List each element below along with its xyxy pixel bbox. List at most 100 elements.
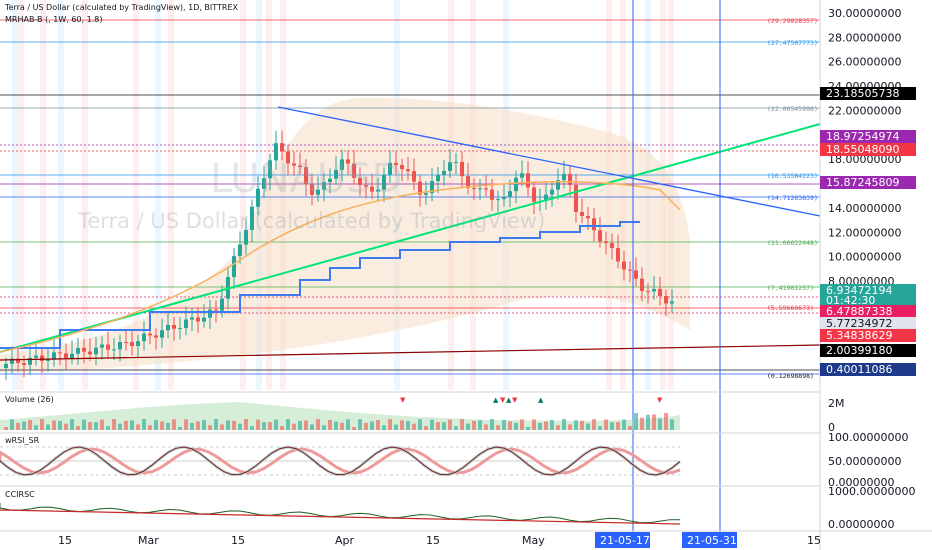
volume-bar: [370, 421, 374, 430]
candle-body: [106, 344, 110, 350]
candle-body: [214, 309, 218, 311]
rsi-pane-title: wRSI_SR: [5, 436, 40, 445]
time-badge-2[interactable]: 21-05-31: [687, 534, 737, 547]
rsi-pane: [0, 445, 681, 477]
candle-body: [466, 176, 470, 189]
time-label-apr-15: 15: [426, 534, 440, 547]
volume-bar: [538, 422, 542, 430]
price-badge: 2.00399180: [826, 344, 892, 357]
volume-bar: [94, 422, 98, 430]
level-label: (14.71263639): [767, 194, 818, 202]
volume-bar: [184, 419, 188, 430]
candle-body: [514, 177, 518, 192]
candle-body: [376, 189, 380, 192]
volume-bar: [514, 422, 518, 430]
candle-body: [436, 174, 440, 182]
volume-bar: [634, 413, 638, 430]
price-badge-bg: [820, 176, 916, 189]
level-lines: [0, 19, 820, 375]
volume-bar: [334, 421, 338, 430]
candle-body: [292, 163, 296, 166]
price-tick: 14.00000000: [828, 202, 901, 215]
volume-bar: [454, 426, 458, 430]
candle-body: [358, 177, 362, 185]
time-axis: 15 Mar 15 Apr 15 May 15 21-05-17 21-05-3…: [58, 532, 821, 548]
candle-body: [364, 184, 368, 187]
candle-body: [508, 191, 512, 198]
price-badge: 18.97254974: [826, 130, 899, 143]
price-badge-bg: [820, 344, 916, 357]
red-trendline[interactable]: [0, 344, 821, 361]
candle-body: [526, 173, 530, 188]
candle-body: [442, 170, 446, 175]
level-label: (7.41981257): [767, 284, 814, 292]
candle-body: [172, 324, 176, 329]
level-label: (16.53584223): [767, 172, 818, 180]
volume-bar: [154, 419, 158, 430]
price-badge-bg: [820, 305, 916, 318]
candle-body: [22, 362, 26, 365]
volume-bar: [160, 421, 164, 430]
candle-body: [610, 242, 614, 248]
candle-body: [328, 178, 332, 183]
candle-body: [52, 352, 56, 360]
candle-body: [154, 335, 158, 338]
volume-signal-marker: ▼: [500, 396, 506, 404]
candle-body: [238, 244, 242, 257]
price-badge: 6.47887338: [826, 305, 892, 318]
time-label-may: May: [522, 534, 545, 547]
volume-bar: [358, 419, 362, 430]
candle-body: [4, 363, 8, 369]
time-badge-1[interactable]: 21-05-17: [600, 534, 650, 547]
volume-bar: [442, 422, 446, 430]
level-labels: (29.29828357) (27.47507773) (22.00545998) (…: [767, 17, 818, 380]
green-trendline[interactable]: [0, 123, 821, 353]
price-badge-bg: [820, 329, 916, 342]
volume-bar: [532, 419, 536, 430]
price-badge: 5.77234972: [826, 317, 892, 330]
candle-body: [28, 357, 32, 365]
volume-bar: [622, 419, 626, 430]
volume-bar: [394, 424, 398, 430]
volume-bar: [592, 419, 596, 430]
candle-body: [448, 162, 452, 171]
band: [155, 0, 161, 390]
time-label-mar: Mar: [138, 534, 159, 547]
volume-bar: [526, 426, 530, 430]
volume-bar: [34, 425, 38, 430]
candle-body: [34, 355, 38, 358]
cci-pane-title: CCIRSC: [5, 490, 35, 499]
candle-body: [160, 330, 164, 338]
volume-bar: [670, 419, 674, 430]
volume-bar: [520, 419, 524, 430]
volume-bar: [64, 423, 68, 430]
cci-signal-line: [0, 509, 681, 525]
blue-trendline[interactable]: [277, 106, 821, 217]
candle-body: [280, 143, 284, 152]
level-label: (22.00545998): [767, 105, 818, 113]
candle-body: [250, 206, 254, 231]
candle-body: [460, 161, 464, 177]
watermark-ticker: LUNAUSD: [210, 156, 402, 202]
price-badge-bg: [820, 284, 916, 297]
volume-bar: [16, 422, 20, 430]
volume-bar: [40, 419, 44, 430]
level-label: (29.29828357): [767, 17, 818, 25]
volume-bar: [220, 424, 224, 430]
candle-body: [46, 359, 50, 361]
price-badge-bg: [820, 143, 916, 156]
candle-body: [274, 143, 278, 161]
price-badge: 15.87245809: [826, 176, 899, 189]
time-label-mar-15: 15: [231, 534, 245, 547]
candle-body: [670, 301, 674, 304]
candle-body: [592, 218, 596, 231]
candle-body: [478, 188, 482, 190]
rsi-tick-0: 0.00000000: [828, 476, 894, 489]
candle-body: [112, 349, 116, 351]
volume-bar: [400, 420, 404, 430]
volume-bar: [652, 414, 656, 430]
volume-bar: [382, 425, 386, 430]
step-trailing-line: [0, 221, 640, 349]
